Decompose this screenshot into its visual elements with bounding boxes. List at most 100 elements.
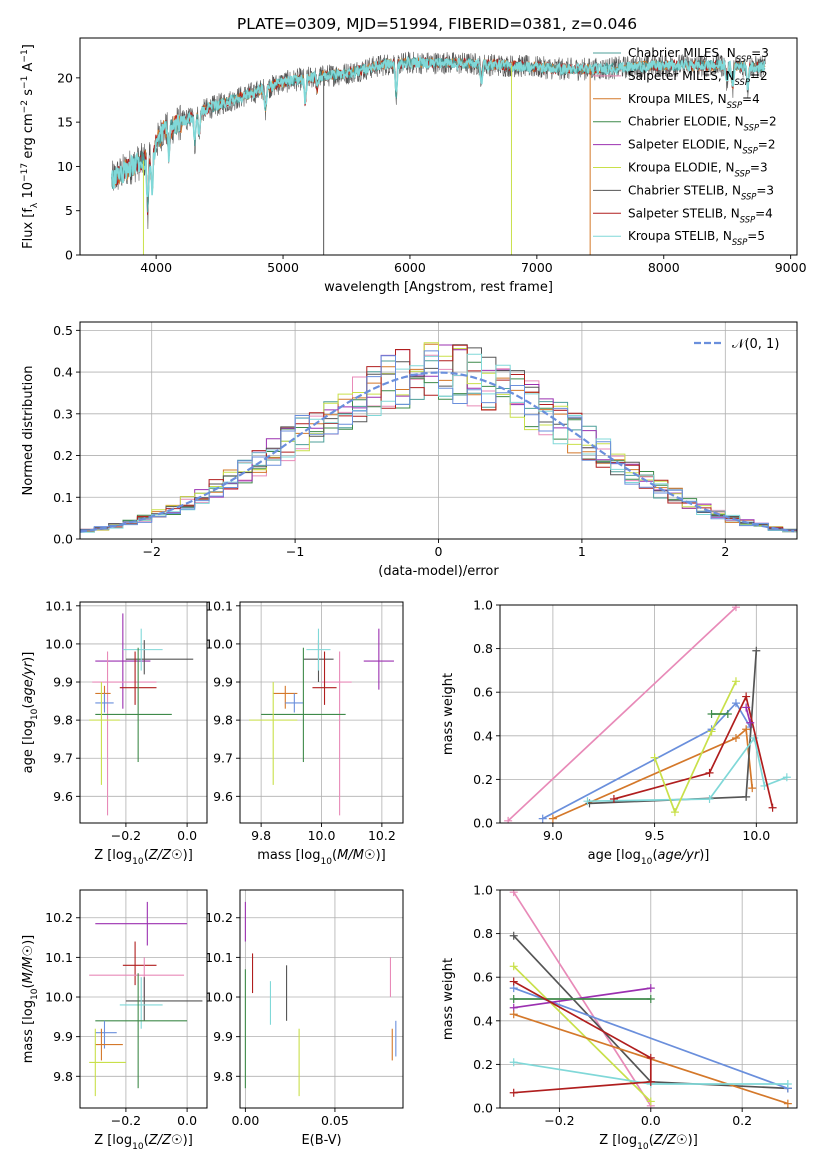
spectrum-ytick-label-0: 0	[65, 248, 73, 263]
age_vs_mass-xtick-label-2: 10.2	[368, 828, 396, 843]
age_vs_mass-ytick-label-4: 10.0	[205, 636, 233, 651]
weight_vs_Z-panel: −0.2 0.0 0.2 0.0 0.2 0.4 0.6 0.8 1.0 Z [log10(Z/Z…	[441, 883, 798, 1152]
weight_vs_age-xtick-label-2: 10.0	[742, 828, 770, 843]
weight_vs_Z-frame	[499, 889, 798, 1109]
age_vs_Z-ylabel: age [log10(age/yr)]	[21, 652, 40, 774]
age_vs_Z-xtick-label-1: 0.0	[177, 828, 197, 843]
residuals-ytick-label-3: 0.3	[53, 406, 73, 421]
weight_vs_Z-marker-chabrier_stelib-0	[509, 931, 518, 940]
weight_vs_age-marker-kroupa_stelib-2	[750, 733, 759, 742]
mass_vs_Z-xtick-label-0: −0.2	[111, 1113, 141, 1128]
weight_vs_age-ytick-label-4: 0.8	[473, 641, 493, 656]
weight_vs_Z-marker-salpeter_stelib-1	[646, 1077, 655, 1086]
age_vs_mass-xlabel: mass [log10(M/M☉)]	[257, 848, 385, 867]
mass_vs_ebv-ytick-label-1: 9.9	[213, 1029, 233, 1044]
age_vs_mass-ytick-label-3: 9.9	[213, 675, 233, 690]
mass_vs_Z-xtick-label-1: 0.0	[177, 1113, 197, 1128]
weight_vs_age-marker-kroupa_miles-0	[548, 814, 557, 823]
weight_vs_Z-xlabel: Z [log10(Z/Z☉)]	[599, 1133, 698, 1152]
weight_vs_Z-marker-kroupa_stelib-2	[783, 1080, 792, 1089]
weight_vs_age-marker-extra_blue-0	[538, 814, 547, 823]
weight_vs_Z-marker-kroupa_miles-0	[509, 1010, 518, 1019]
weight_vs_age-marker-chabrier_elodie-1	[723, 710, 732, 718]
weight_vs_age-marker-chabrier_stelib-1	[742, 792, 751, 801]
weight_vs_Z-ytick-label-5: 1.0	[473, 883, 493, 898]
spectrum-xtick-label-2: 6000	[394, 260, 426, 275]
weight_vs_age-marker-kroupa_elodie-1	[670, 808, 679, 817]
residuals-xtick-label-0: −2	[142, 544, 160, 559]
residual-legend-label: 𝒩(0, 1)	[732, 337, 779, 352]
age_vs_mass-panel: 9.8 10.0 10.2 9.6 9.7 9.8 9.9 10.0 10.1 mass [log…	[205, 598, 404, 867]
weight_vs_age-marker-salpeter_stelib-2	[742, 692, 751, 701]
weight_vs_Z-marker-kroupa_miles-1	[783, 1099, 792, 1108]
weight_vs_Z-line-extra_blue	[513, 987, 789, 1090]
mass_vs_ebv-xlabel: E(B-V)	[301, 1133, 341, 1148]
weight_vs_age-marker-kroupa_stelib-0	[583, 797, 592, 806]
weight_vs_Z-marker-salpeter_elodie-1	[646, 984, 655, 993]
mass_vs_ebv-ytick-label-3: 10.1	[205, 950, 233, 965]
spectrum-xtick-label-3: 7000	[521, 260, 553, 275]
weight_vs_age-ytick-label-1: 0.2	[473, 772, 493, 787]
weight_vs_age-marker-extra_blue-2	[731, 699, 740, 708]
age_vs_Z-ytick-label-1: 9.7	[53, 751, 73, 766]
weight_vs_Z-ytick-label-4: 0.8	[473, 926, 493, 941]
spectrum-xtick-label-0: 4000	[140, 260, 172, 275]
panels: 4000 5000 6000 7000 8000 900005101520waveleng…	[20, 37, 807, 1152]
weight_vs_Z-marker-salpeter_stelib-0	[509, 1088, 518, 1097]
weight_vs_age-marker-kroupa_elodie-0	[650, 753, 659, 762]
mass_vs_Z-ytick-label-4: 10.2	[45, 910, 73, 925]
mass_vs_Z-panel: −0.2 0.0 9.8 9.9 10.0 10.1 10.2 Z [log10(Z/Z☉)]…	[21, 889, 208, 1152]
weight_vs_age-xtick-label-0: 9.0	[543, 828, 563, 843]
weight_vs_Z-marker-kroupa_elodie-0	[509, 962, 518, 971]
weight_vs_age-marker-salpeter_elodie-1	[746, 718, 755, 727]
weight_vs_age-marker-chabrier_stelib-2	[752, 646, 761, 655]
residuals-ytick-label-2: 0.2	[53, 448, 73, 463]
mass_vs_ebv-frame	[239, 889, 404, 1109]
mass_vs_Z-xlabel: Z [log10(Z/Z☉)]	[94, 1133, 193, 1152]
weight_vs_age-marker-salpeter_stelib-3	[768, 803, 777, 812]
residuals-panel: −2 −1 0 1 2 0.0 0.1 0.2 0.3 0.4 0.5 (data-model)/er…	[21, 321, 798, 579]
spectrum-xtick-label-5: 9000	[775, 260, 807, 275]
age_vs_mass-xtick-label-1: 10.0	[308, 828, 336, 843]
spectrum-ylabel: Flux [fλ 10−17 erg cm−2 s−1 A−1]	[20, 44, 40, 249]
weight_vs_age-line-salpeter_elodie	[745, 707, 752, 723]
mass_vs_Z-ytick-label-1: 9.9	[53, 1029, 73, 1044]
residuals-ylabel: Normed distribution	[21, 366, 36, 496]
weight_vs_age-ylabel: mass weight	[441, 673, 456, 755]
age_vs_Z-ytick-label-5: 10.1	[45, 598, 73, 613]
age_vs_Z-ytick-label-2: 9.8	[53, 713, 73, 728]
spectrum-legend: Chabrier MILES, NSSP=3 Salpeter MILES, NS…	[593, 46, 777, 247]
weight_vs_age-ytick-label-0: 0.0	[473, 816, 493, 831]
weight_vs_Z-marker-kroupa_elodie-1	[646, 1097, 655, 1106]
age_vs_mass-ytick-label-0: 9.6	[213, 789, 233, 804]
spectrum-ytick-label-3: 15	[57, 115, 73, 130]
age_vs_mass-ytick-label-5: 10.1	[205, 598, 233, 613]
weight_vs_age-ytick-label-5: 1.0	[473, 598, 493, 613]
weight_vs_age-frame	[499, 604, 798, 824]
age_vs_Z-ytick-label-3: 9.9	[53, 675, 73, 690]
mass_vs_ebv-ytick-label-4: 10.2	[205, 910, 233, 925]
weight_vs_age-marker-salpeter_miles-1	[731, 605, 740, 612]
weight_vs_Z-marker-chabrier_elodie-0	[509, 995, 518, 1003]
mass_vs_ebv-ytick-label-0: 9.8	[213, 1069, 233, 1084]
residuals-xtick-label-3: 1	[578, 544, 586, 559]
residuals-xtick-label-1: −1	[286, 544, 304, 559]
mass_vs_ebv-xtick-label-1: 0.05	[321, 1113, 349, 1128]
weight_vs_age-marker-salpeter_elodie-0	[742, 703, 751, 712]
weight_vs_age-ytick-label-3: 0.6	[473, 685, 493, 700]
residual-hist-kroupa_elodie	[80, 342, 797, 534]
spectrum-legend-label-3: Chabrier ELODIE, NSSP=2	[628, 115, 777, 133]
residuals-ytick-label-1: 0.1	[53, 490, 73, 505]
weight_vs_age-line-kroupa_elodie	[653, 680, 737, 815]
weight_vs_Z-line-salpeter_elodie	[513, 987, 651, 1009]
age_vs_Z-plot-area	[89, 613, 194, 816]
mass_vs_Z-ytick-label-0: 9.8	[53, 1069, 73, 1084]
weight_vs_Z-ytick-label-0: 0.0	[473, 1101, 493, 1116]
spectrum-ytick-label-1: 5	[65, 203, 73, 218]
age_vs_mass-xtick-label-0: 9.8	[251, 828, 271, 843]
spectrum-ytick-label-4: 20	[57, 70, 73, 85]
weight_vs_age-marker-kroupa_elodie-3	[731, 677, 740, 686]
mass_vs_Z-frame	[79, 889, 208, 1109]
age_vs_Z-ytick-label-4: 10.0	[45, 636, 73, 651]
